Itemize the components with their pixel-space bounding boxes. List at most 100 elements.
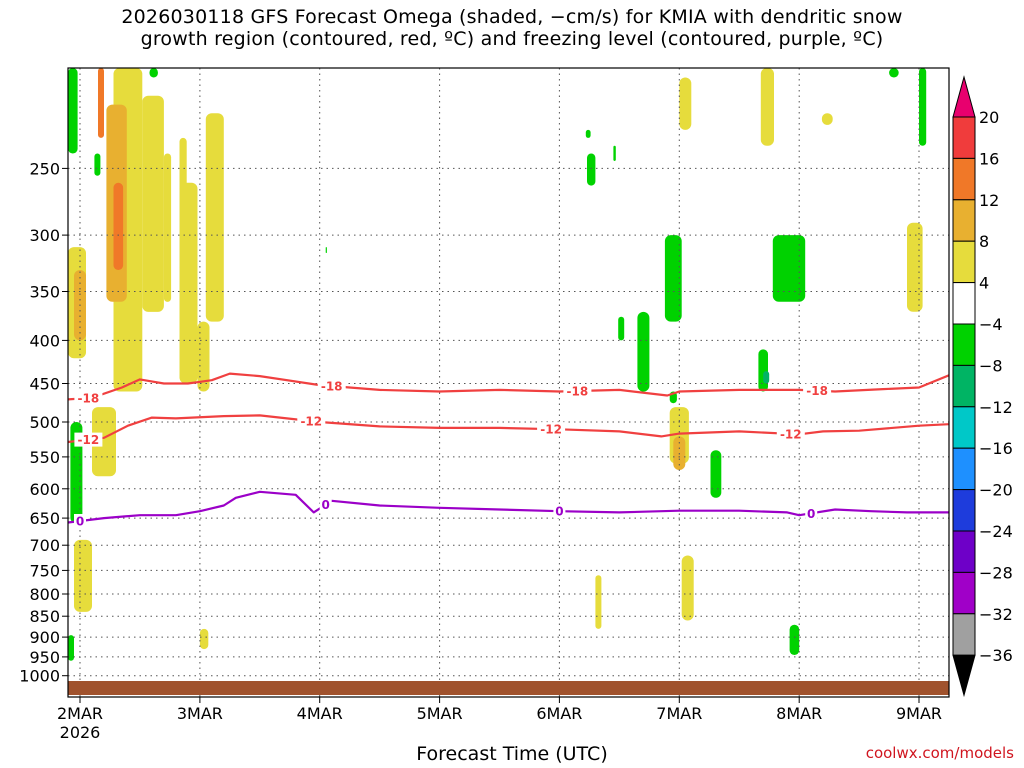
x-tick-label-3mar: 3MAR — [177, 704, 223, 723]
omega-cell-5 — [205, 113, 224, 322]
y-tick-label-600: 600 — [29, 480, 60, 499]
dgz-minus12-label-3: -12 — [780, 427, 802, 441]
y-tick-label-550: 550 — [29, 448, 60, 467]
y-tick-label-1000: 1000 — [19, 667, 60, 686]
omega-cell-6 — [92, 407, 116, 477]
colorbar-swatch-6 — [952, 323, 976, 366]
y-tick-label-750: 750 — [29, 561, 60, 580]
plot-frame — [67, 67, 950, 698]
y-axis: 250 300 350 400 450 500 550 600 650 700 750 800 850 9… — [19, 159, 68, 686]
colorbar-label-3: 8 — [979, 232, 989, 251]
colorbar-swatch-7 — [952, 364, 976, 408]
omega-cell-28 — [637, 311, 650, 392]
dgz-minus18-label-bg-0 — [74, 391, 103, 406]
omega-cell-32 — [772, 235, 806, 302]
colorbar-label-4: 4 — [979, 274, 989, 293]
dgz-minus18-label-bg-2 — [563, 384, 592, 399]
y-tick-label-650: 650 — [29, 509, 60, 528]
omega-cell-22 — [98, 68, 104, 138]
x-tick-label-4mar: 4MAR — [297, 704, 343, 723]
omega-cell-23 — [68, 68, 78, 154]
dgz-minus18-label-bg-3 — [803, 383, 832, 398]
omega-cell-29 — [664, 235, 682, 322]
colorbar-label-1: 16 — [979, 149, 999, 168]
omega-cell-26 — [70, 422, 83, 524]
omega-cell-21 — [113, 182, 124, 270]
omega-cell-4 — [197, 321, 210, 392]
y-tick-label-450: 450 — [29, 375, 60, 394]
y-tick-label-800: 800 — [29, 585, 60, 604]
x-tick-label-9mar: 9MAR — [896, 704, 942, 723]
freezing-level-0-line — [68, 490, 949, 524]
omega-cell-35 — [585, 129, 591, 138]
x-year-label: 2026 — [60, 723, 101, 742]
dgz-minus12-label-1: -12 — [300, 415, 322, 429]
x-tick-label-8mar: 8MAR — [776, 704, 822, 723]
dgz-minus18-label-3: -18 — [806, 384, 828, 398]
colorbar-label-12: −32 — [979, 605, 1013, 624]
freezing-level-0-label-3: 0 — [807, 507, 815, 521]
omega-cell-10 — [179, 137, 187, 270]
colorbar-max-arrow — [952, 75, 976, 118]
colorbar-swatch-1 — [952, 116, 976, 159]
omega-cell-37 — [618, 316, 625, 341]
colorbar-swatch-10 — [952, 489, 976, 532]
omega-cell-42 — [763, 371, 770, 384]
colorbar-swatch-8 — [952, 406, 976, 449]
colorbar-label-8: −16 — [979, 439, 1013, 458]
x-axis-title: Forecast Time (UTC) — [416, 743, 608, 765]
omega-cell-31 — [758, 349, 768, 392]
freezing-level-0-label-bg-0 — [74, 514, 86, 528]
freezing-level-0-label-1: 0 — [322, 498, 330, 512]
omega-cell-33 — [789, 624, 800, 655]
omega-shading — [68, 68, 927, 661]
omega-cell-15 — [760, 68, 774, 146]
source-credit: coolwx.com/models — [865, 744, 1014, 762]
dgz-minus12-label-2: -12 — [540, 423, 562, 437]
colorbar-label-13: −36 — [979, 646, 1013, 665]
omega-cell-40 — [889, 68, 899, 78]
dgz-minus12-label-bg-1 — [297, 414, 326, 429]
omega-cell-17 — [907, 222, 923, 312]
x-tick-label-5mar: 5MAR — [417, 704, 463, 723]
y-tick-label-950: 950 — [29, 648, 60, 667]
x-tick-label-7mar: 7MAR — [656, 704, 702, 723]
omega-cell-34 — [587, 153, 596, 186]
omega-cell-24 — [94, 153, 101, 176]
dgz-minus18-label-1: -18 — [321, 380, 343, 394]
colorbar-label-9: −20 — [979, 481, 1013, 500]
freezing-level-0-label-0: 0 — [76, 515, 84, 529]
colorbar-min-arrow — [952, 654, 976, 698]
grid-lines — [68, 68, 949, 697]
omega-cell-39 — [919, 68, 927, 146]
y-tick-label-850: 850 — [29, 607, 60, 626]
freezing-level-0-label-2: 0 — [555, 505, 563, 519]
colorbar-label-0: 20 — [979, 108, 999, 127]
omega-cell-9 — [163, 153, 172, 302]
colorbar-label-5: −4 — [979, 315, 1003, 334]
x-tick-label-6mar: 6MAR — [536, 704, 582, 723]
omega-cell-12 — [679, 77, 692, 130]
freezing-level-0-label-bg-3 — [805, 506, 818, 521]
dgz-minus18-label-2: -18 — [567, 385, 589, 399]
y-tick-label-500: 500 — [29, 413, 60, 432]
omega-cell-41 — [325, 247, 327, 253]
dgz-minus12-label-bg-3 — [776, 426, 805, 441]
colorbar-label-6: −8 — [979, 356, 1003, 375]
x-axis: 2MAR 3MAR 4MAR 5MAR 6MAR 7MAR 8MAR 9MAR 2026 — [57, 697, 942, 742]
dgz-minus12-line — [68, 414, 949, 444]
omega-cell-14 — [681, 555, 694, 621]
freezing-level-0-label-bg-2 — [553, 504, 566, 519]
omega-cell-30 — [710, 450, 722, 498]
omega-cell-2 — [142, 95, 164, 312]
omega-cell-7 — [74, 539, 92, 612]
colorbar-label-7: −12 — [979, 398, 1013, 417]
dgz-minus12-label-bg-0 — [74, 432, 103, 447]
dgz-minus18-label-bg-1 — [317, 379, 346, 394]
y-tick-label-350: 350 — [29, 283, 60, 302]
y-tick-label-700: 700 — [29, 536, 60, 555]
colorbar-swatch-13 — [952, 613, 976, 656]
y-tick-label-300: 300 — [29, 226, 60, 245]
x-tick-label-2mar: 2MAR — [57, 704, 103, 723]
